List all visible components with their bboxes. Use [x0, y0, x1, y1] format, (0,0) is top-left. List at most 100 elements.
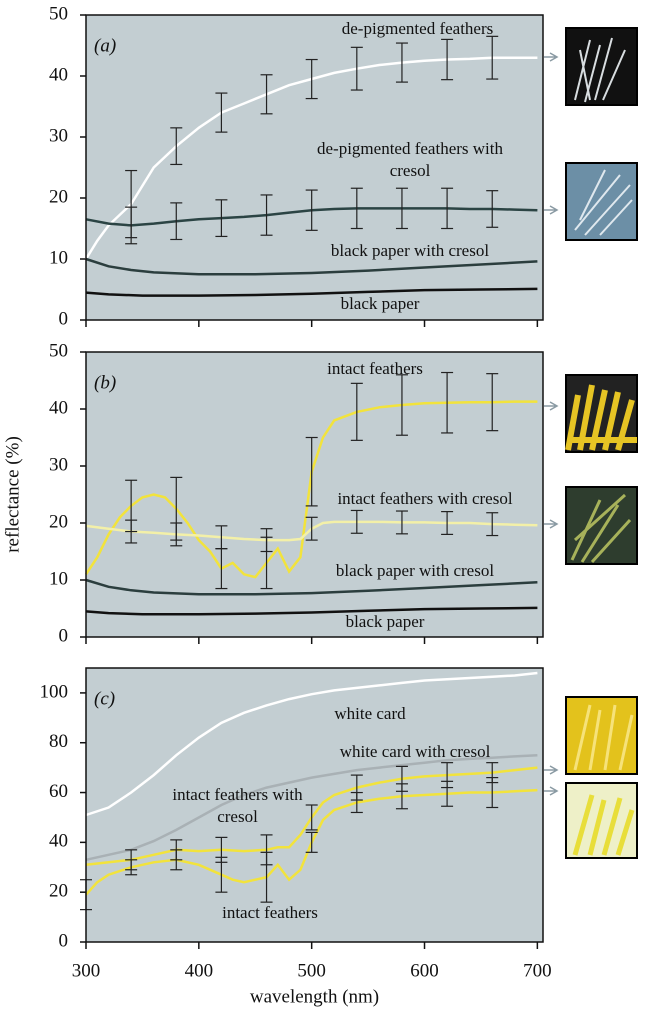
- y-tick-label: 50: [49, 340, 68, 361]
- error-bar: [260, 194, 273, 236]
- series-line: [85, 257, 538, 276]
- y-tick-label: 50: [49, 3, 68, 24]
- error-bar: [441, 780, 454, 807]
- error-bar: [305, 516, 318, 541]
- error-bar: [170, 522, 183, 547]
- series-label: de-pigmented feathers: [341, 19, 494, 38]
- error-bar: [441, 371, 454, 434]
- y-tick-label: 20: [49, 511, 68, 532]
- y-tick-label: 10: [49, 568, 68, 589]
- series-label: black paper with cresol: [330, 241, 490, 260]
- y-axis-label: reflectance (%): [2, 436, 23, 553]
- error-bar: [170, 202, 183, 241]
- x-tick-label: 300: [72, 960, 101, 981]
- y-tick-label: 10: [49, 247, 68, 268]
- error-bar: [260, 528, 273, 553]
- error-bar: [125, 859, 138, 876]
- error-bar: [305, 58, 318, 100]
- series-line: [85, 788, 538, 896]
- series-line: [85, 671, 538, 817]
- series-line: [85, 766, 538, 867]
- error-bar: [486, 373, 499, 432]
- y-tick-label: 100: [40, 681, 69, 702]
- error-bar: [395, 510, 408, 535]
- feather-strokes: [565, 384, 637, 451]
- plot-frame: [85, 667, 544, 943]
- panel: 0 10 20 30 40 50 (b) reflectance (%): [2, 340, 544, 646]
- error-bar: [486, 35, 499, 80]
- plot-frame: [85, 14, 544, 321]
- error-bar: [125, 519, 138, 544]
- series-label: black paper with cresol: [335, 561, 495, 580]
- error-bar: [441, 38, 454, 81]
- plot-area: [86, 352, 543, 637]
- error-bar: [350, 187, 363, 230]
- error-bar: [215, 856, 228, 893]
- error-bar: [215, 199, 228, 238]
- x-tick-label: 600: [410, 960, 439, 981]
- series-line: [84, 56, 538, 260]
- error-bar: [170, 127, 183, 166]
- series-label: white card with cresol: [339, 742, 491, 761]
- error-bar: [441, 511, 454, 536]
- plot-frame: [85, 351, 544, 638]
- y-tick-label: 40: [49, 397, 68, 418]
- error-bar: [215, 525, 228, 550]
- panel: 0 20 40 60 80 100 300 400 500 600 700 (c) wavelength…: [40, 667, 552, 1007]
- x-axis-label: wavelength (nm): [250, 986, 379, 1007]
- plot-area: [86, 15, 543, 320]
- series-line: [85, 578, 538, 596]
- error-bar: [350, 791, 363, 814]
- y-tick-label: 0: [59, 930, 69, 951]
- error-bar: [486, 190, 499, 228]
- error-bar: [395, 42, 408, 83]
- feather-strokes: [572, 794, 635, 856]
- feather-strokes: [573, 704, 634, 771]
- error-bar: [350, 46, 363, 91]
- series-line: [85, 287, 538, 297]
- series-line: [85, 606, 538, 616]
- y-tick-label: 60: [49, 781, 68, 802]
- swatches: [565, 27, 638, 859]
- y-tick-label: 30: [49, 125, 68, 146]
- y-tick-label: 0: [59, 625, 69, 646]
- error-bar: [350, 382, 363, 441]
- y-tick-label: 80: [49, 731, 68, 752]
- panel-label: (a): [94, 35, 116, 56]
- feather-strokes: [570, 493, 632, 564]
- error-bar: [125, 206, 138, 245]
- error-bar: [260, 74, 273, 115]
- y-tick-label: 30: [49, 454, 68, 475]
- error-bar: [486, 512, 499, 537]
- series-label: de-pigmented feathers with cresol: [317, 139, 503, 180]
- y-tick-label: 40: [49, 64, 68, 85]
- x-tick-label: 700: [523, 960, 552, 981]
- series-label: intact feathers with cresol: [337, 489, 513, 508]
- series-label: black paper: [345, 612, 425, 631]
- series-label: black paper: [340, 294, 420, 313]
- feather-strokes: [574, 169, 633, 236]
- arrows: [544, 52, 559, 796]
- series-label: intact feathers with cresol: [172, 785, 303, 826]
- y-tick-label: 20: [49, 186, 68, 207]
- error-bar: [350, 509, 363, 534]
- panel-label: (b): [94, 372, 116, 393]
- error-bar: [486, 776, 499, 809]
- x-tick-label: 400: [185, 960, 214, 981]
- error-bar: [305, 189, 318, 231]
- panel: 0 10 20 30 40 50 (a): [49, 3, 544, 329]
- error-bar: [395, 187, 408, 230]
- error-bar: [305, 804, 318, 831]
- error-bar: [170, 849, 183, 871]
- series-line: [85, 753, 538, 862]
- error-bar: [305, 831, 318, 853]
- series-label: intact feathers: [222, 903, 318, 922]
- error-bar: [395, 783, 408, 810]
- y-tick-label: 40: [49, 831, 68, 852]
- series-label: white card: [334, 704, 406, 723]
- error-bar: [260, 851, 273, 903]
- feather-strokes: [574, 37, 626, 103]
- error-bar: [215, 92, 228, 133]
